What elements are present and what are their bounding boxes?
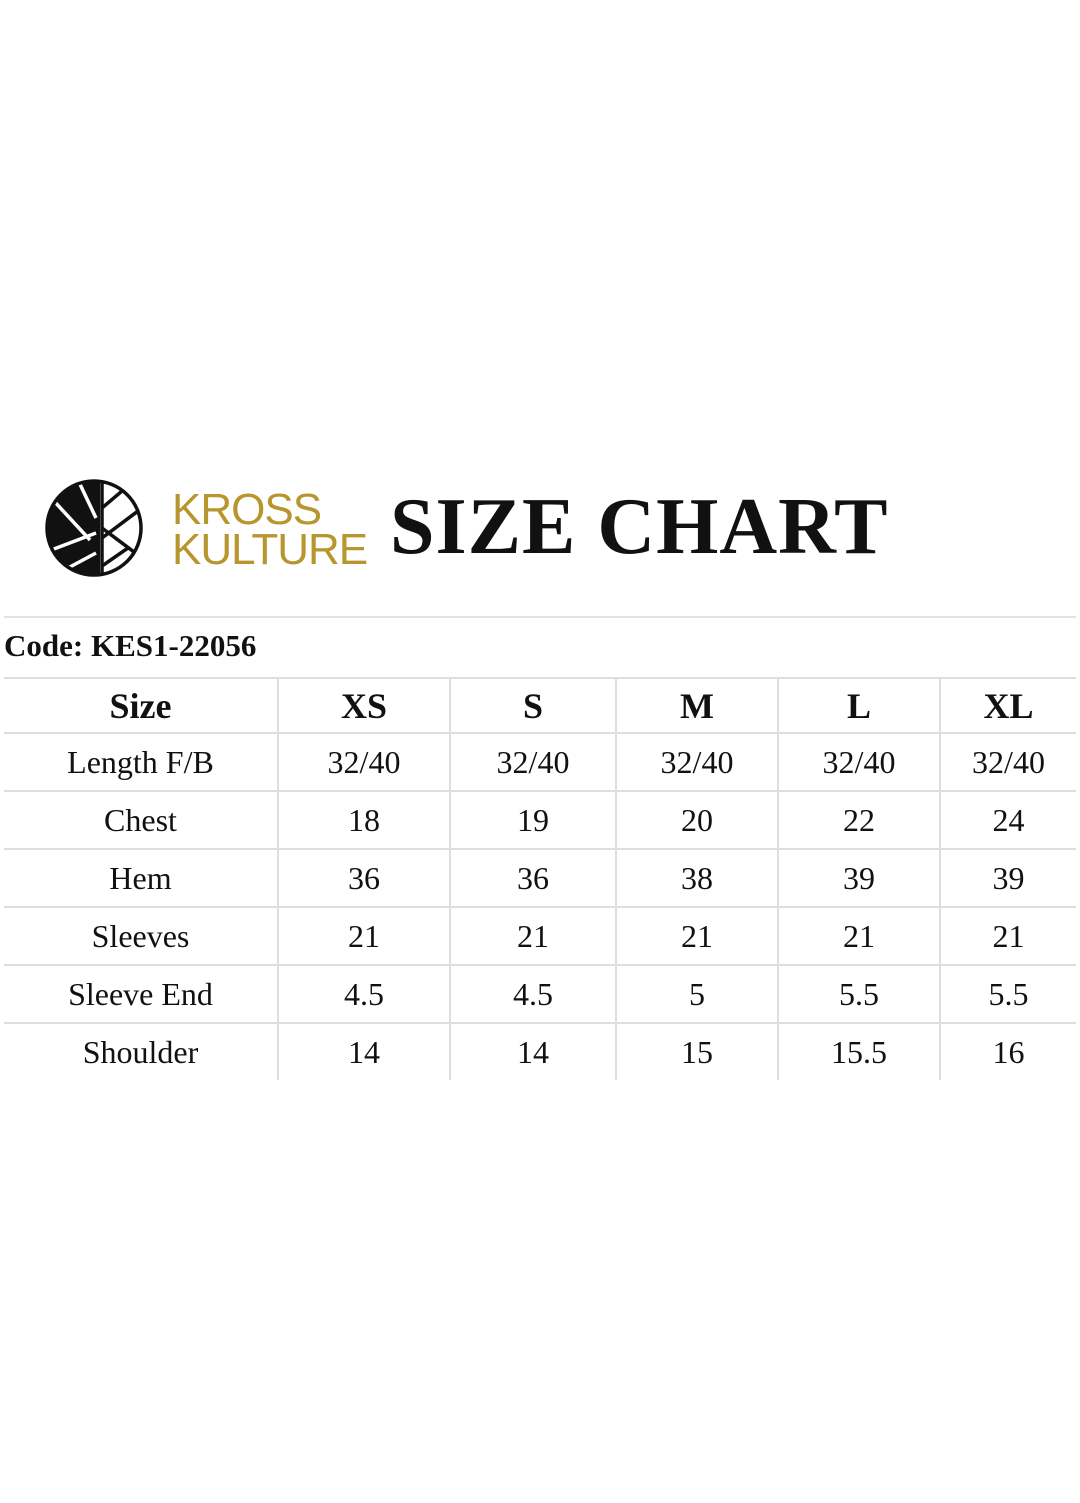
- table-cell: 32/40: [449, 732, 616, 791]
- table-cell: 19: [449, 790, 616, 849]
- table-cell: 5: [615, 964, 778, 1023]
- table-row: Sleeve End 4.5 4.5 5 5.5 5.5: [4, 964, 1076, 1023]
- table-cell: 16: [939, 1022, 1076, 1080]
- table-row: Chest 18 19 20 22 24: [4, 790, 1076, 849]
- brand-line-1: KROSS: [172, 485, 322, 534]
- header-row: Size XS S M L XL: [4, 677, 1076, 733]
- column-header: S: [449, 677, 616, 733]
- table-cell: 21: [777, 906, 940, 965]
- table-cell: 15: [615, 1022, 778, 1080]
- size-table: Size XS S M L XL Length F/B 32/40 32/40 32/40 32/…: [4, 677, 1076, 1080]
- column-header: L: [777, 677, 940, 733]
- table-cell: 32/40: [277, 732, 450, 791]
- column-header: XS: [277, 677, 450, 733]
- table-cell: 20: [615, 790, 778, 849]
- divider: [4, 616, 1076, 618]
- table-cell: 39: [939, 848, 1076, 907]
- table-cell: 18: [277, 790, 450, 849]
- table-cell: 38: [615, 848, 778, 907]
- product-code: Code: KES1-22056: [4, 628, 257, 663]
- table-row: Hem 36 36 38 39 39: [4, 848, 1076, 907]
- kross-kulture-logo-icon: [45, 479, 143, 577]
- page-title: SIZE CHART: [390, 483, 889, 571]
- row-label: Sleeve End: [4, 964, 278, 1023]
- row-label: Sleeves: [4, 906, 278, 965]
- row-label: Length F/B: [4, 732, 278, 791]
- table-cell: 5.5: [939, 964, 1076, 1023]
- table-row: Shoulder 14 14 15 15.5 16: [4, 1022, 1076, 1080]
- row-label: Hem: [4, 848, 278, 907]
- table-cell: 36: [277, 848, 450, 907]
- table-cell: 15.5: [777, 1022, 940, 1080]
- table-cell: 24: [939, 790, 1076, 849]
- table-cell: 32/40: [777, 732, 940, 791]
- table-cell: 22: [777, 790, 940, 849]
- table-cell: 36: [449, 848, 616, 907]
- column-header: M: [615, 677, 778, 733]
- table-row: Sleeves 21 21 21 21 21: [4, 906, 1076, 965]
- brand-line-2: KULTURE: [172, 525, 368, 574]
- table-cell: 21: [615, 906, 778, 965]
- table-cell: 21: [449, 906, 616, 965]
- table-cell: 5.5: [777, 964, 940, 1023]
- column-header: XL: [939, 677, 1076, 733]
- table-cell: 4.5: [277, 964, 450, 1023]
- table-cell: 14: [277, 1022, 450, 1080]
- table-cell: 21: [277, 906, 450, 965]
- table-row: Length F/B 32/40 32/40 32/40 32/40 32/40: [4, 732, 1076, 791]
- table-cell: 39: [777, 848, 940, 907]
- table-cell: 32/40: [615, 732, 778, 791]
- table-cell: 21: [939, 906, 1076, 965]
- column-header: Size: [4, 677, 278, 733]
- table-cell: 4.5: [449, 964, 616, 1023]
- row-label: Chest: [4, 790, 278, 849]
- row-label: Shoulder: [4, 1022, 278, 1080]
- table-cell: 32/40: [939, 732, 1076, 791]
- brand-name: KROSS KULTURE: [172, 485, 368, 574]
- table-cell: 14: [449, 1022, 616, 1080]
